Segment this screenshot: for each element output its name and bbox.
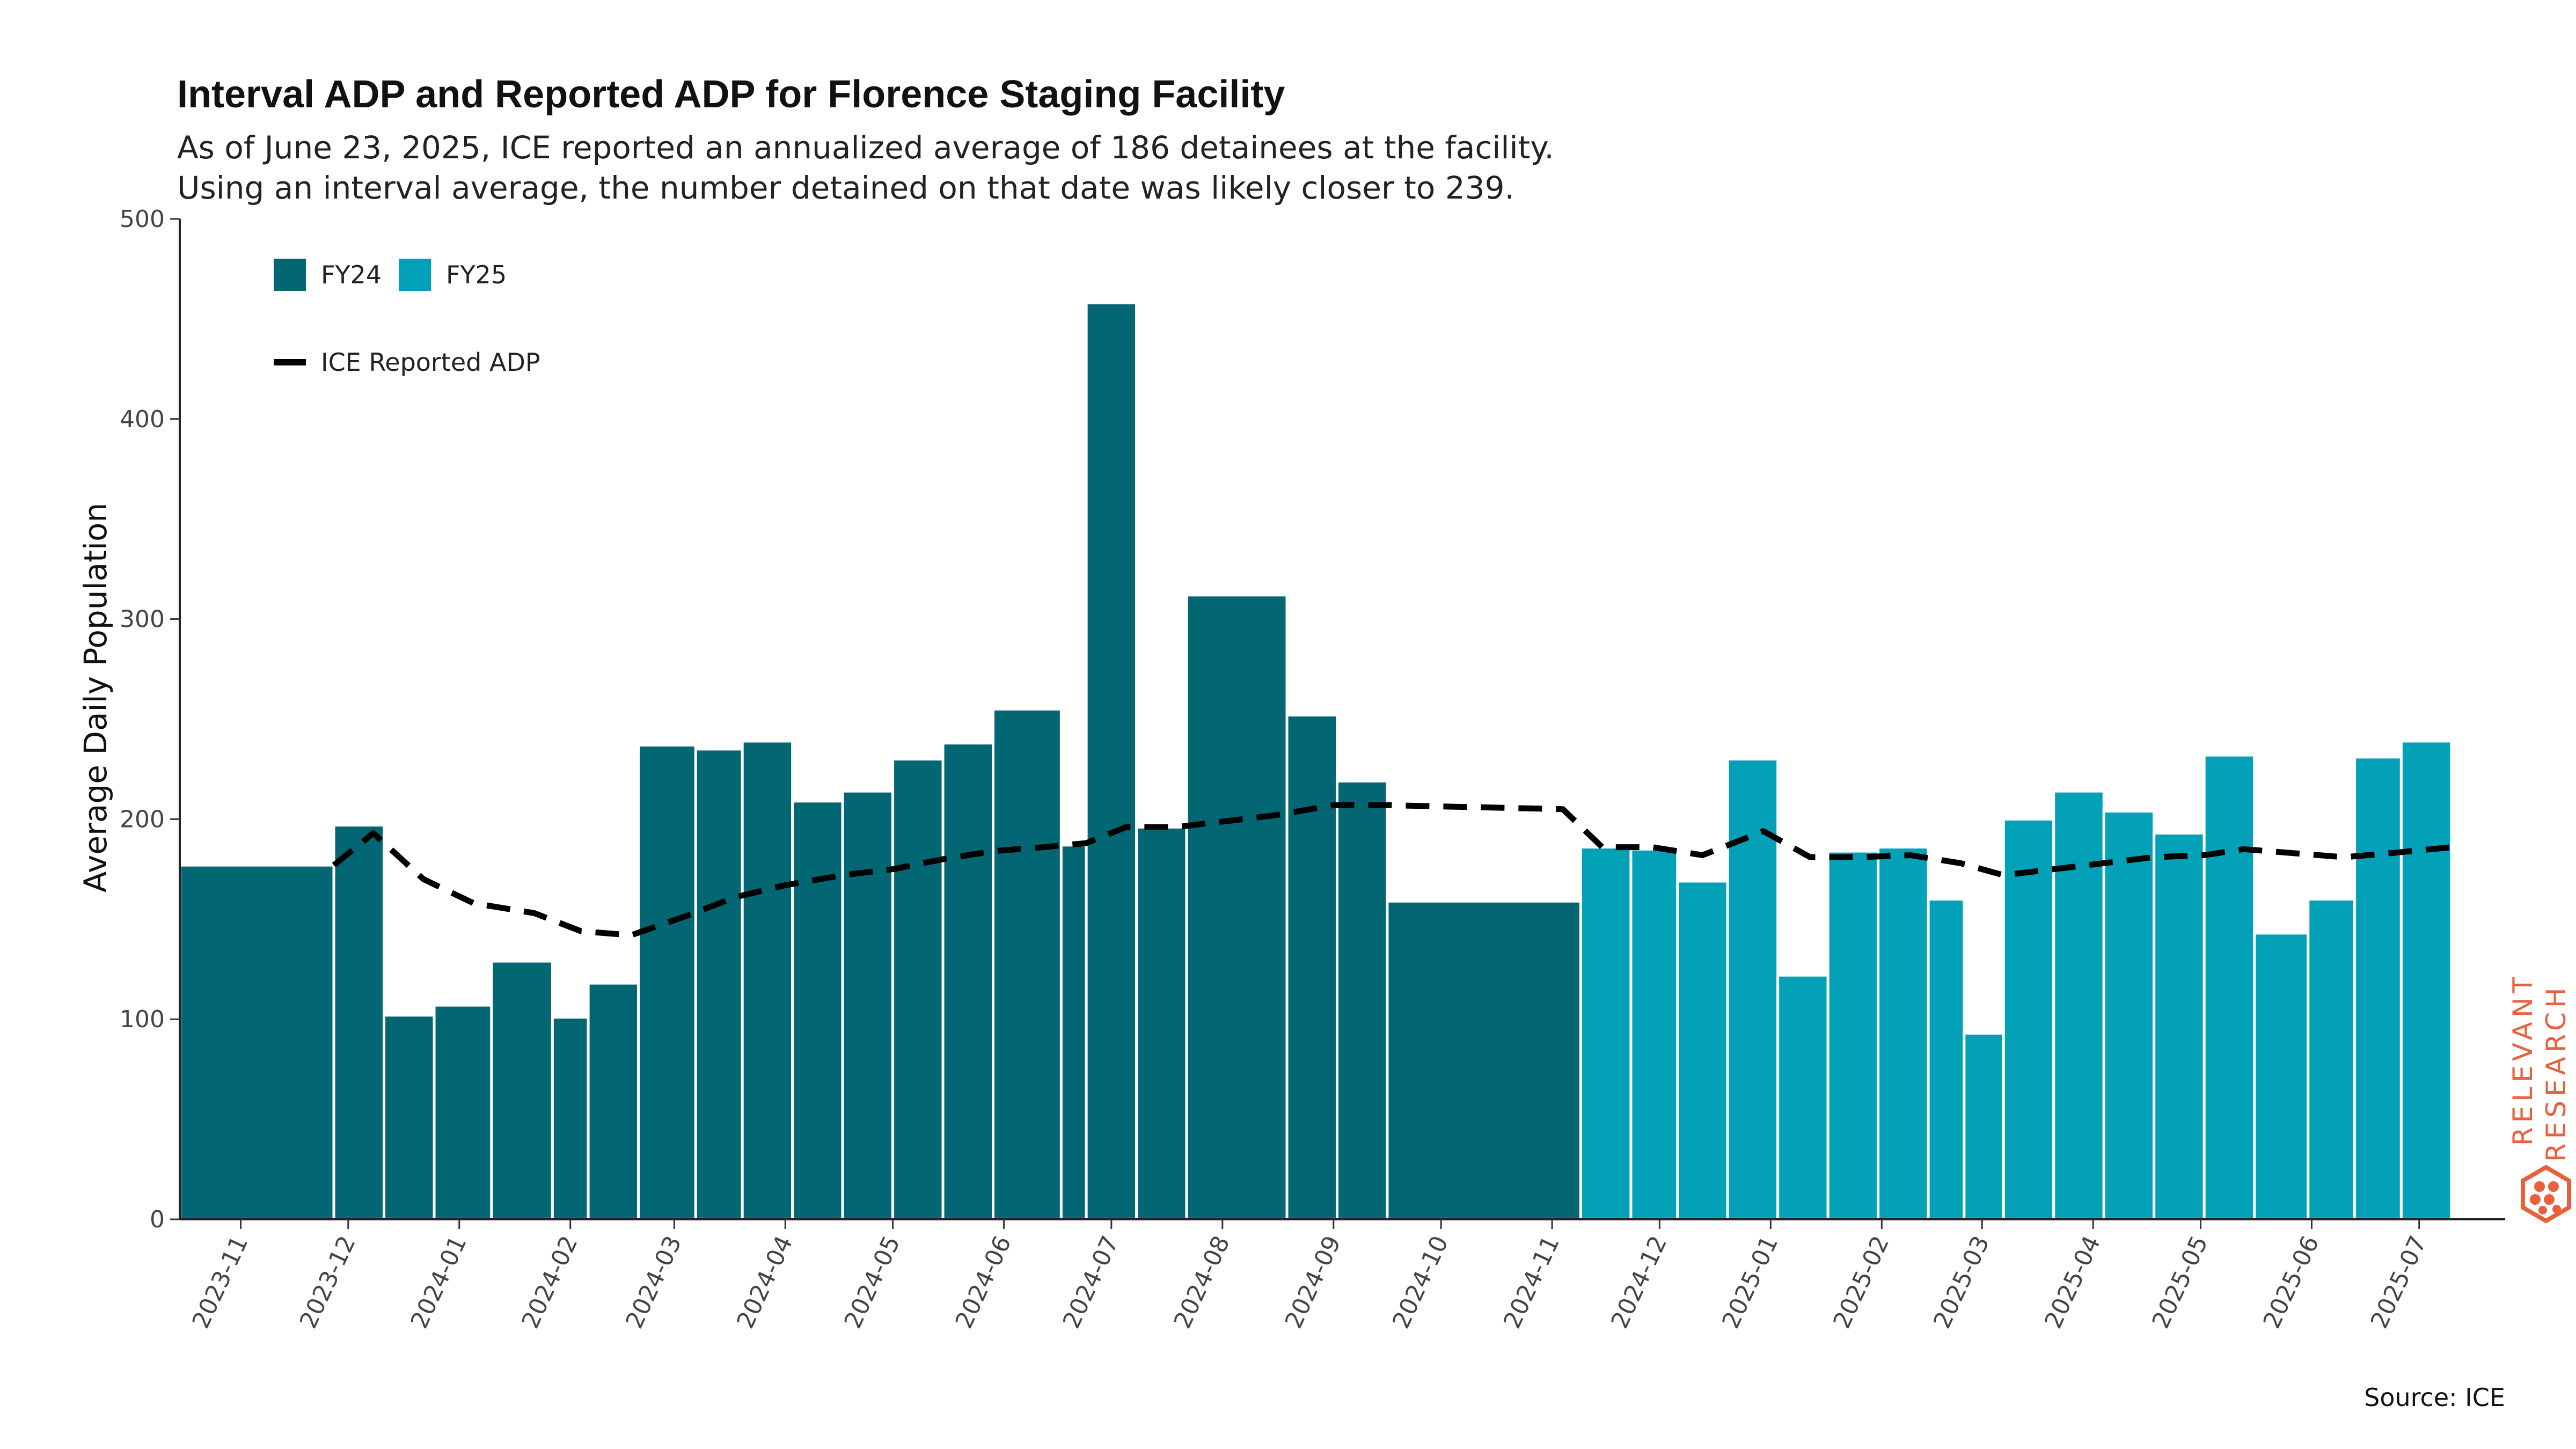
bar-fy25-39 <box>2399 740 2453 1221</box>
chart-subtitle-line-1: As of June 23, 2025, ICE reported an ann… <box>177 129 1554 166</box>
bar-fy24-13 <box>941 742 995 1221</box>
x-tick-label: 2024-04 <box>731 1232 798 1333</box>
bar-fy25-37 <box>2307 898 2357 1221</box>
y-tick-label: 400 <box>120 406 165 433</box>
bar-fy24-10 <box>791 800 844 1221</box>
x-tick-label: 2025-03 <box>1928 1232 1995 1333</box>
bar-fy24-1 <box>332 824 386 1221</box>
x-tick-label: 2025-01 <box>1717 1232 1783 1333</box>
bar-fy24-8 <box>694 748 744 1221</box>
x-tick-label: 2024-09 <box>1280 1232 1346 1333</box>
x-tick-label: 2025-06 <box>2258 1232 2325 1333</box>
x-tick-label: 2024-06 <box>950 1232 1017 1333</box>
x-tick-label: 2024-01 <box>406 1232 472 1333</box>
x-tick-label: 2025-02 <box>1828 1232 1894 1333</box>
legend: FY24 FY25 ICE Reported ADP <box>274 259 540 377</box>
bar-fy25-33 <box>2102 809 2156 1221</box>
bar-fy25-28 <box>1877 846 1930 1221</box>
x-tick-label: 2023-12 <box>295 1232 361 1333</box>
legend-label-fy24: FY24 <box>321 260 382 289</box>
bar-fy24-21 <box>1386 899 1582 1221</box>
bar-fy24-20 <box>1335 780 1389 1221</box>
bar-fy25-38 <box>2353 756 2403 1221</box>
x-tick-label: 2025-05 <box>2147 1232 2214 1333</box>
x-tick-label: 2024-08 <box>1169 1232 1235 1333</box>
x-tick-label: 2024-07 <box>1058 1232 1124 1333</box>
x-tick-label: 2024-11 <box>1498 1232 1565 1333</box>
logo-text-relevant: RELEVANT <box>2507 972 2538 1146</box>
bar-fy24-14 <box>992 707 1063 1221</box>
bar-fy24-9 <box>741 740 794 1221</box>
bar-fy24-17 <box>1135 825 1188 1221</box>
bar-fy25-34 <box>2153 831 2206 1221</box>
y-axis-title: Average Daily Population <box>77 503 114 893</box>
bar-fy25-23 <box>1629 847 1679 1221</box>
bar-fy24-12 <box>891 758 945 1221</box>
bar-fy25-26 <box>1776 974 1829 1221</box>
x-tick-label: 2024-03 <box>620 1232 687 1333</box>
hexagon-logo-icon <box>2521 1165 2571 1224</box>
bar-fy24-18 <box>1185 594 1289 1221</box>
x-tick-label: 2024-12 <box>1606 1232 1672 1333</box>
bar-fy24-6 <box>587 982 640 1221</box>
bar-fy24-2 <box>383 1014 436 1221</box>
bar-fy24-7 <box>637 743 697 1221</box>
bar-fy25-25 <box>1726 758 1780 1221</box>
x-tick-label: 2023-11 <box>187 1232 254 1333</box>
bar-fy24-15 <box>1059 844 1088 1221</box>
chart-title: Interval ADP and Reported ADP for Floren… <box>177 73 1285 116</box>
legend-label-reported-adp: ICE Reported ADP <box>321 348 540 377</box>
y-tick-label: 500 <box>120 206 165 233</box>
legend-swatch-fy24 <box>274 259 306 291</box>
bar-fy24-11 <box>841 789 895 1221</box>
chart-subtitle-line-2: Using an interval average, the number de… <box>177 170 1514 206</box>
source-note: Source: ICE <box>2364 1383 2505 1412</box>
y-tick-label: 0 <box>150 1206 165 1233</box>
bar-fy25-22 <box>1579 846 1633 1221</box>
bar-fy25-31 <box>2002 817 2055 1221</box>
bar-fy25-29 <box>1927 898 1966 1221</box>
x-tick-label: 2024-10 <box>1387 1232 1454 1333</box>
bar-fy25-30 <box>1963 1031 2005 1221</box>
x-tick-label: 2024-02 <box>517 1232 583 1333</box>
logo-text-research: RESEARCH <box>2541 983 2572 1162</box>
bar-fy25-35 <box>2202 753 2256 1221</box>
relevant-research-logo: RELEVANT RESEARCH <box>2507 972 2572 1224</box>
bar-fy25-32 <box>2052 789 2105 1221</box>
bar-fy24-5 <box>551 1015 590 1221</box>
bar-fy24-19 <box>1285 714 1338 1221</box>
x-tick-label: 2024-05 <box>839 1232 906 1333</box>
legend-swatch-fy25 <box>399 259 431 291</box>
bar-fy24-4 <box>490 960 554 1221</box>
y-tick-label: 100 <box>120 1006 165 1033</box>
bars-layer <box>178 302 2453 1221</box>
bar-fy24-3 <box>433 1004 493 1221</box>
bar-fy24-16 <box>1085 302 1138 1221</box>
legend-label-fy25: FY25 <box>446 260 507 289</box>
x-tick-label: 2025-07 <box>2366 1232 2432 1333</box>
reported-adp-line <box>332 802 2452 939</box>
bar-fy25-36 <box>2253 932 2310 1221</box>
bar-fy25-24 <box>1676 880 1729 1221</box>
bar-fy25-27 <box>1826 850 1880 1221</box>
bar-fy24-0 <box>178 863 335 1221</box>
y-tick-label: 200 <box>120 806 165 833</box>
x-tick-label: 2025-04 <box>2039 1232 2106 1333</box>
y-tick-label: 300 <box>120 606 165 633</box>
reported-adp-line-layer <box>332 802 2452 939</box>
